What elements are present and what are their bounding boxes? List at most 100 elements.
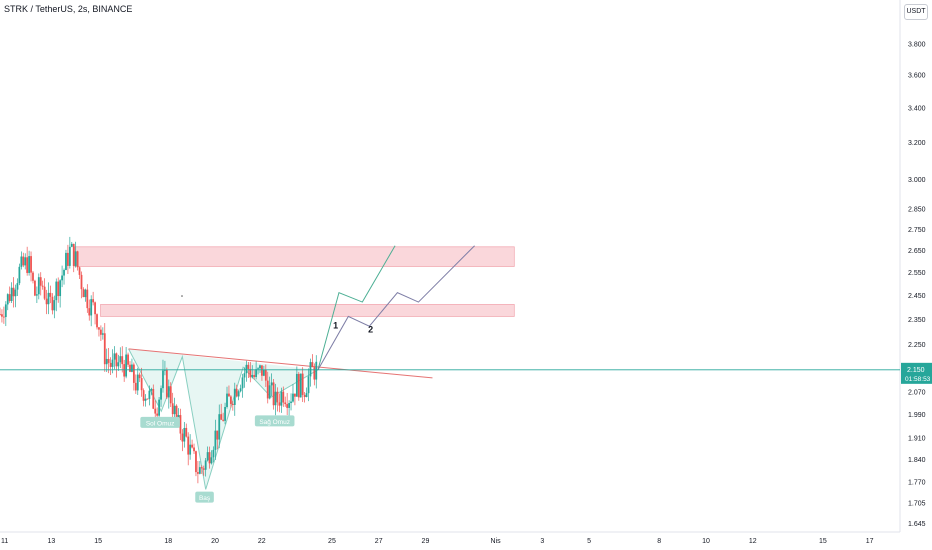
currency-button[interactable]: USDT	[904, 4, 928, 20]
projection-label-2: 2	[368, 324, 373, 334]
candle-body	[262, 369, 265, 376]
neckline	[128, 348, 433, 379]
price-tick-label: 2.850	[908, 206, 926, 213]
candle-body	[189, 444, 192, 455]
candle-body	[233, 388, 236, 405]
price-tick-label: 1.910	[908, 436, 926, 443]
candle-body	[220, 414, 223, 420]
candle-body	[24, 257, 27, 266]
candle-body	[297, 373, 300, 398]
price-tick-label: 3.600	[908, 73, 926, 80]
time-tick-label: 29	[422, 538, 430, 545]
candle-body	[156, 413, 159, 416]
candle-body	[4, 304, 7, 318]
candle-body	[171, 403, 174, 415]
candle-body	[26, 257, 29, 273]
candle-body	[138, 374, 141, 379]
candle-body	[51, 296, 54, 311]
candle-body	[142, 390, 145, 401]
candle-body	[197, 472, 199, 474]
candle-body	[162, 370, 164, 389]
candle-body	[115, 353, 118, 367]
candle-body	[224, 407, 226, 421]
time-tick-label: 3	[540, 538, 544, 545]
candle-body	[206, 452, 209, 461]
candle-body	[94, 302, 96, 315]
candle-body	[67, 252, 69, 266]
projection-label-1: 1	[333, 321, 338, 331]
candle-body	[99, 329, 102, 335]
candle-body	[49, 292, 52, 297]
candle-body	[32, 272, 34, 281]
drawing-dot	[181, 295, 183, 297]
candle-body	[47, 292, 50, 305]
candle-body	[150, 388, 153, 391]
price-tick-label: 2.070	[908, 390, 926, 397]
price-tick-label: 2.350	[908, 317, 926, 324]
candle-body	[10, 287, 13, 301]
price-tick-label: 1.840	[908, 457, 926, 464]
candle-body	[191, 444, 193, 448]
candle-body	[18, 266, 21, 284]
time-tick-label: 5	[587, 538, 591, 545]
candle-body	[22, 256, 25, 266]
candle-body	[303, 394, 306, 398]
candle-body	[125, 354, 128, 377]
time-tick-label: 15	[94, 538, 102, 545]
candle-body	[165, 369, 168, 398]
price-tick-label: 2.450	[908, 293, 926, 300]
candle-body	[183, 427, 186, 442]
head-label-bg	[195, 491, 214, 503]
candle-body	[243, 373, 246, 378]
candle-body	[111, 359, 114, 367]
time-tick-label: 13	[48, 538, 56, 545]
candle-body	[2, 316, 5, 318]
bar-countdown: 01:58:53	[905, 376, 931, 383]
candle-body	[214, 430, 217, 450]
candle-body	[280, 391, 283, 406]
candle-body	[68, 246, 71, 266]
time-tick-label: 27	[375, 538, 383, 545]
candle-body	[105, 358, 108, 365]
candle-body	[253, 374, 256, 378]
last-price-label: 2.150	[907, 367, 925, 374]
candle-body	[309, 362, 312, 377]
candle-body	[132, 364, 135, 383]
candle-body	[187, 436, 190, 455]
price-tick-label: 3.800	[908, 42, 926, 49]
right-shoulder-label-bg	[254, 415, 295, 427]
candle-body	[90, 299, 93, 316]
candle-body	[235, 388, 238, 397]
candle-body	[78, 267, 81, 275]
symbol-title: STRK / TetherUS, 2s, BINANCE	[4, 4, 133, 14]
candle-body	[101, 333, 104, 335]
candle-body	[127, 354, 129, 365]
candle-body	[239, 388, 242, 392]
candle-body	[45, 298, 48, 305]
candle-body	[103, 333, 106, 365]
candle-body	[218, 414, 221, 440]
candle-body	[131, 364, 133, 372]
candle-body	[39, 277, 42, 286]
head-label: Baş	[199, 495, 211, 502]
time-tick-label: 11	[1, 538, 8, 545]
time-tick-label: 18	[164, 538, 172, 545]
candle-body	[76, 251, 79, 268]
candle-body	[57, 281, 60, 297]
time-tick-label: 22	[258, 538, 266, 545]
candle-body	[193, 447, 195, 452]
candle-body	[37, 277, 40, 295]
candle-body	[228, 393, 230, 397]
candle-body	[208, 452, 211, 464]
candle-body	[35, 294, 38, 296]
candle-body	[295, 373, 298, 397]
candle-body	[301, 373, 304, 395]
candle-body	[86, 289, 89, 309]
candle-body	[307, 376, 310, 394]
price-tick-label: 1.990	[908, 412, 926, 419]
candle-body	[92, 299, 95, 303]
candle-body	[14, 289, 17, 297]
resistance-zone	[100, 304, 515, 317]
price-tick-label: 1.770	[908, 479, 926, 486]
